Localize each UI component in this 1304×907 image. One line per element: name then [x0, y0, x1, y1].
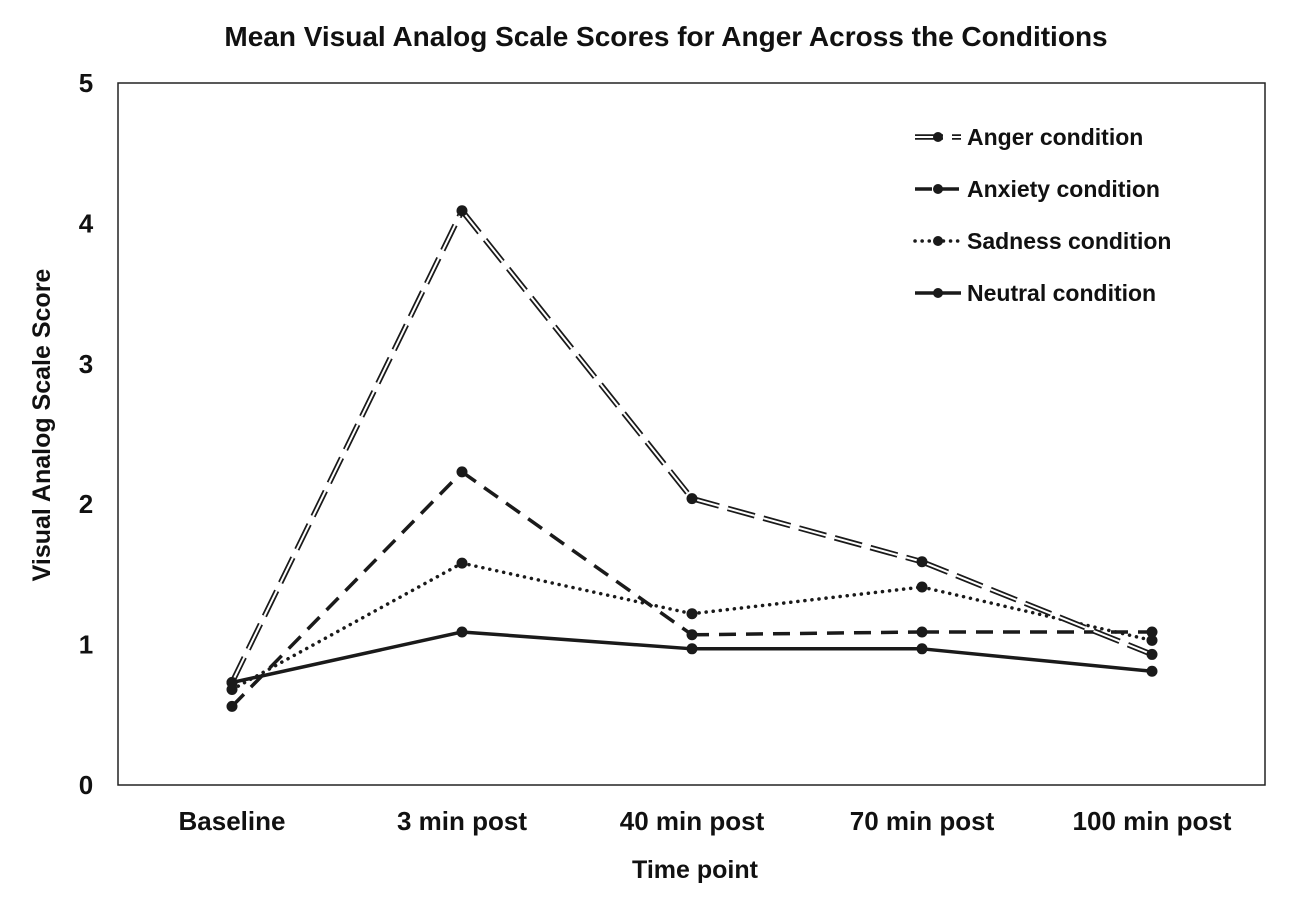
legend: Anger condition Anxiety condition Sadness … [913, 124, 1171, 306]
data-point-neutral-condition-100-min-post [1146, 665, 1158, 677]
x-axis-label: Time point [632, 856, 759, 884]
series-line-neutral-condition-1 [461, 630, 693, 651]
x-tick-label-70-min-post: 70 min post [850, 806, 995, 836]
y-axis-label: Visual Analog Scale Score [28, 269, 56, 582]
series-line-sadness-condition-1 [460, 561, 694, 616]
series-line-neutral-condition-0 [231, 630, 463, 685]
legend-label-sadness-condition: Sadness condition [967, 228, 1171, 254]
data-point-sadness-condition-70-min-post [916, 581, 928, 593]
legend-item-sadness-condition: Sadness condition [913, 228, 1171, 254]
series-line-anxiety-condition-0 [230, 470, 464, 708]
series-line-sadness-condition-0 [230, 561, 464, 692]
series-line-sadness-condition-2 [690, 585, 924, 616]
data-point-sadness-condition-100-min-post [1146, 634, 1158, 646]
data-point-anger-condition-40-min-post [686, 493, 698, 505]
y-tick-label-2: 2 [79, 489, 93, 519]
series-line-anger-condition-0 [229, 209, 465, 684]
series-line-anxiety-condition-2 [691, 630, 923, 637]
y-axis-ticks: 0 1 2 3 4 5 [79, 68, 94, 800]
legend-item-anxiety-condition: Anxiety condition [915, 176, 1160, 202]
series-layer [226, 205, 1158, 712]
legend-marker-anxiety-condition [933, 184, 943, 194]
x-tick-label-baseline: Baseline [179, 806, 286, 836]
data-point-neutral-condition-70-min-post [916, 643, 928, 655]
series-line-anger-condition-3 [920, 559, 1154, 657]
legend-marker-neutral-condition [933, 288, 943, 298]
data-point-anxiety-condition-70-min-post [916, 626, 928, 638]
data-point-sadness-condition-3-min-post [456, 557, 468, 569]
data-point-anger-condition-3-min-post [456, 205, 468, 217]
data-point-anger-condition-100-min-post [1146, 648, 1158, 660]
series-line-anxiety-condition-1 [460, 470, 694, 637]
series-anger-condition [226, 205, 1158, 689]
x-tick-label-40-min-post: 40 min post [620, 806, 765, 836]
y-tick-label-5: 5 [79, 68, 93, 98]
data-point-anxiety-condition-3-min-post [456, 466, 468, 478]
series-anxiety-condition [226, 466, 1158, 712]
legend-label-anxiety-condition: Anxiety condition [967, 176, 1160, 202]
y-tick-label-3: 3 [79, 349, 93, 379]
data-point-sadness-condition-40-min-post [686, 608, 698, 620]
data-point-anxiety-condition-100-min-post [1146, 626, 1158, 638]
series-sadness-condition [226, 557, 1158, 696]
series-neutral-condition [226, 626, 1158, 689]
data-point-anxiety-condition-40-min-post [686, 629, 698, 641]
data-point-neutral-condition-40-min-post [686, 643, 698, 655]
legend-marker-sadness-condition [933, 236, 943, 246]
series-line-anger-condition-1 [459, 209, 695, 501]
legend-item-anger-condition: Anger condition [915, 124, 1143, 150]
legend-label-neutral-condition: Neutral condition [967, 280, 1156, 306]
series-line-neutral-condition-3 [921, 647, 1153, 674]
data-point-neutral-condition-3-min-post [456, 626, 468, 638]
y-tick-label-1: 1 [79, 630, 93, 660]
y-tick-label-0: 0 [79, 770, 93, 800]
legend-item-neutral-condition: Neutral condition [915, 280, 1156, 306]
x-tick-label-3-min-post: 3 min post [397, 806, 527, 836]
legend-label-anger-condition: Anger condition [967, 124, 1143, 150]
data-point-anger-condition-70-min-post [916, 556, 928, 568]
series-line-anger-condition-2 [691, 495, 923, 565]
x-tick-label-100-min-post: 100 min post [1073, 806, 1232, 836]
plot-area-frame [117, 82, 1266, 786]
legend-marker-anger-condition [933, 132, 943, 142]
x-axis-ticks: Baseline 3 min post 40 min post 70 min post… [179, 806, 1232, 836]
y-tick-label-4: 4 [79, 208, 94, 238]
data-point-anxiety-condition-baseline [226, 700, 238, 712]
data-point-anger-condition-baseline [226, 677, 238, 689]
chart-title: Mean Visual Analog Scale Scores for Ange… [224, 21, 1107, 52]
